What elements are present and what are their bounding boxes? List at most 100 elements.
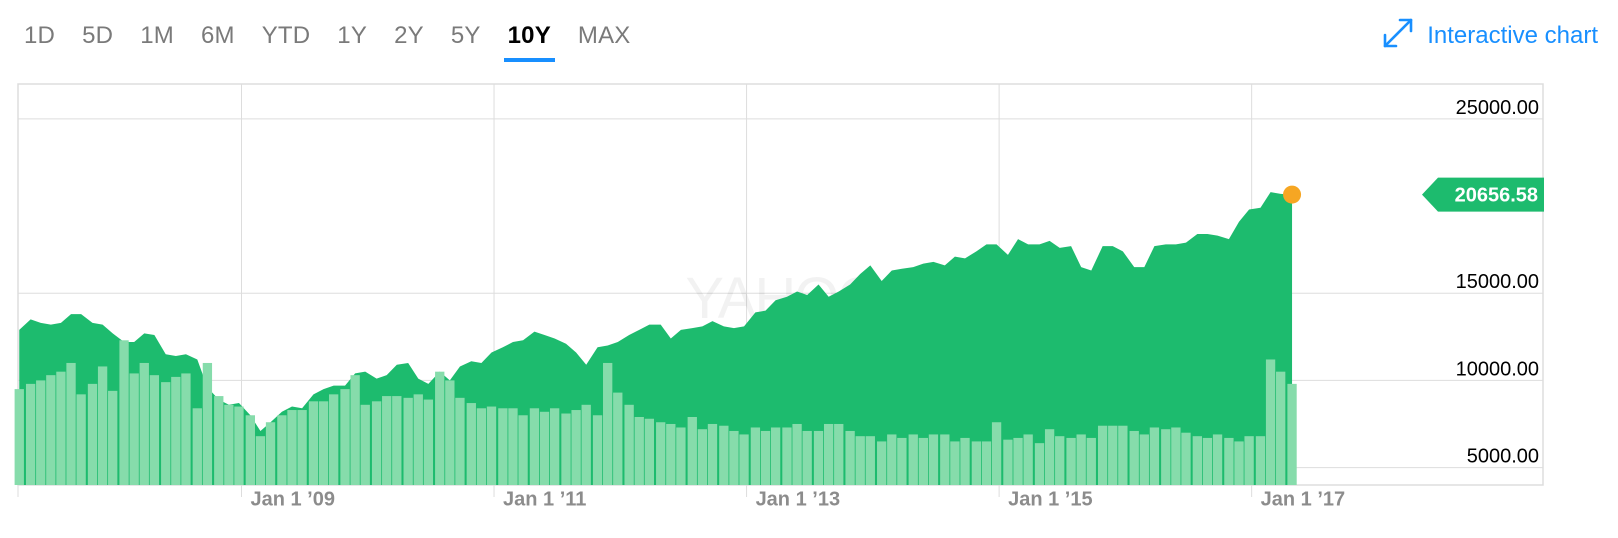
volume-bar bbox=[1066, 437, 1076, 485]
y-tick-label: 5000.00 bbox=[1467, 446, 1539, 468]
volume-bar bbox=[877, 441, 887, 485]
volume-bar bbox=[644, 418, 654, 485]
volume-bar bbox=[161, 382, 171, 485]
volume-bar bbox=[823, 423, 834, 485]
volume-bar bbox=[498, 408, 508, 485]
volume-bar bbox=[392, 396, 402, 485]
volume-bar bbox=[750, 427, 761, 485]
volume-bar bbox=[950, 441, 960, 485]
volume-bar bbox=[928, 434, 939, 485]
volume-bar bbox=[1149, 427, 1160, 485]
range-tab-5d[interactable]: 5D bbox=[82, 22, 114, 49]
volume-bar bbox=[571, 410, 581, 485]
y-tick-label: 15000.00 bbox=[1456, 271, 1539, 293]
volume-bar bbox=[129, 373, 139, 485]
range-selector: 1D 5D 1M 6M YTD 1Y 2Y 5Y 10Y MAX bbox=[20, 18, 654, 66]
volume-bar bbox=[792, 423, 802, 485]
range-tab-6m[interactable]: 6M bbox=[200, 22, 235, 49]
range-tab-10y[interactable]: 10Y bbox=[503, 18, 556, 62]
volume-bar bbox=[676, 427, 686, 485]
volume-bar bbox=[108, 390, 118, 485]
volume-bar bbox=[1044, 429, 1055, 485]
volume-bar bbox=[360, 404, 370, 485]
volume-bar bbox=[1097, 425, 1108, 485]
range-tab-2y[interactable]: 2Y bbox=[394, 22, 424, 49]
volume-bar bbox=[1224, 437, 1234, 485]
volume-bar bbox=[36, 380, 46, 485]
volume-bar bbox=[1034, 443, 1045, 485]
volume-bar bbox=[1013, 437, 1023, 485]
range-tab-1d[interactable]: 1D bbox=[24, 22, 56, 49]
volume-bar bbox=[887, 434, 897, 485]
range-tab-ytd[interactable]: YTD bbox=[261, 22, 311, 49]
last-price-marker bbox=[1283, 185, 1302, 204]
volume-bar bbox=[46, 375, 56, 485]
x-tick-label: Jan 1 ’09 bbox=[250, 489, 335, 511]
volume-bar bbox=[1234, 441, 1244, 485]
volume-bar bbox=[918, 437, 929, 485]
volume-bar bbox=[1255, 436, 1266, 485]
volume-bar bbox=[1076, 434, 1086, 485]
volume-bar bbox=[729, 430, 739, 485]
last-price-badge bbox=[1422, 177, 1544, 212]
last-price-label: 20656.58 bbox=[1455, 185, 1538, 207]
volume-bar bbox=[192, 408, 202, 485]
volume-bar bbox=[265, 422, 276, 485]
volume-bar bbox=[413, 394, 423, 485]
volume-bar bbox=[707, 423, 718, 485]
volume-bar bbox=[960, 437, 970, 485]
range-tab-1m[interactable]: 1M bbox=[140, 22, 174, 49]
volume-bar bbox=[287, 410, 297, 485]
volume-bar bbox=[66, 362, 76, 485]
volume-bar bbox=[214, 396, 224, 485]
volume-bar bbox=[697, 429, 708, 485]
volume-bar bbox=[897, 437, 907, 485]
volume-bar bbox=[1244, 436, 1254, 485]
volume-bar bbox=[119, 340, 129, 485]
volume-bar bbox=[971, 441, 982, 485]
volume-bar bbox=[181, 373, 191, 485]
volume-bar bbox=[1023, 434, 1033, 485]
volume-bar bbox=[1276, 371, 1286, 485]
volume-bar bbox=[76, 394, 86, 485]
x-tick-label: Jan 1 ’15 bbox=[1008, 489, 1093, 511]
volume-bar bbox=[466, 403, 476, 485]
y-tick-label: 25000.00 bbox=[1456, 97, 1539, 119]
volume-bar bbox=[87, 383, 98, 485]
volume-bar bbox=[445, 380, 455, 485]
range-tab-max[interactable]: MAX bbox=[577, 22, 631, 49]
volume-bar bbox=[981, 441, 992, 485]
range-tab-1y[interactable]: 1Y bbox=[337, 22, 368, 49]
volume-bar bbox=[318, 401, 329, 485]
range-tab-5y[interactable]: 5Y bbox=[450, 22, 481, 49]
volume-bar bbox=[297, 410, 307, 485]
volume-bar bbox=[329, 394, 339, 485]
volume-bar bbox=[277, 415, 287, 485]
volume-bar bbox=[1265, 359, 1276, 485]
volume-bar bbox=[1171, 427, 1181, 485]
volume-bar bbox=[845, 430, 855, 485]
volume-bar bbox=[592, 415, 603, 485]
volume-bar bbox=[719, 425, 729, 485]
volume-bar bbox=[1287, 383, 1297, 485]
volume-bar bbox=[834, 423, 844, 485]
volume-bar bbox=[1055, 436, 1065, 485]
volume-bar bbox=[760, 430, 771, 485]
volume-bar bbox=[518, 415, 528, 485]
volume-bar bbox=[1202, 437, 1213, 485]
volume-bar bbox=[255, 436, 266, 485]
volume-bar bbox=[202, 362, 213, 485]
x-tick-label: Jan 1 ’11 bbox=[503, 489, 586, 511]
volume-bar bbox=[613, 392, 623, 485]
volume-bar bbox=[991, 422, 1002, 485]
volume-bar bbox=[97, 366, 108, 485]
volume-bar bbox=[666, 423, 676, 485]
volume-bar bbox=[245, 415, 255, 485]
volume-bar bbox=[539, 411, 550, 485]
interactive-chart-link[interactable]: Interactive chart bbox=[1381, 16, 1598, 55]
volume-bar bbox=[1139, 434, 1149, 485]
volume-bar bbox=[813, 430, 824, 485]
volume-bar bbox=[529, 408, 540, 485]
volume-bar bbox=[423, 399, 434, 485]
